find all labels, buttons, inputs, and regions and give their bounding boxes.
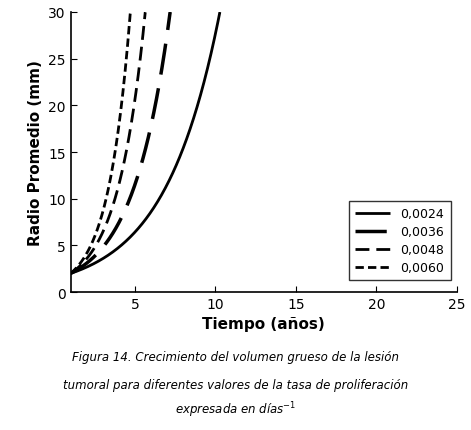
Y-axis label: Radio Promedio (mm): Radio Promedio (mm) xyxy=(28,60,42,246)
Text: tumoral para diferentes valores de la tasa de proliferación: tumoral para diferentes valores de la ta… xyxy=(63,378,408,391)
Text: expresada en días$^{-1}$: expresada en días$^{-1}$ xyxy=(175,400,296,419)
X-axis label: Tiempo (años): Tiempo (años) xyxy=(203,317,325,332)
Text: Figura 14. Crecimiento del volumen grueso de la lesión: Figura 14. Crecimiento del volumen grues… xyxy=(72,350,399,363)
Legend: 0,0024, 0,0036, 0,0048, 0,0060: 0,0024, 0,0036, 0,0048, 0,0060 xyxy=(349,201,451,280)
